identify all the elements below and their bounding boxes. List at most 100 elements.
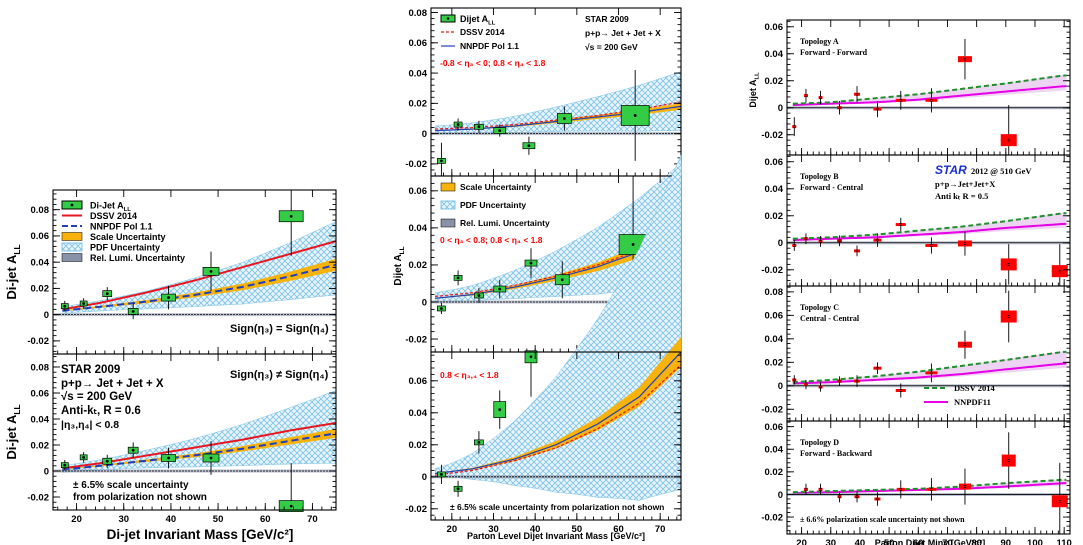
y-tick-label: 0 bbox=[778, 381, 783, 392]
y-tick-label: 0.08 bbox=[31, 205, 50, 216]
x-tick-label: 60 bbox=[913, 538, 924, 545]
data-point bbox=[278, 190, 304, 256]
data-point bbox=[60, 459, 69, 471]
x-tick-label: 30 bbox=[488, 524, 499, 535]
data-point bbox=[60, 300, 69, 312]
y-tick-label: 0.02 bbox=[409, 99, 428, 110]
data-point bbox=[957, 231, 972, 256]
data-point bbox=[957, 38, 972, 80]
data-point bbox=[818, 90, 823, 105]
y-tick-label: 0.04 bbox=[765, 334, 784, 345]
polarization-footer: from polarization not shown bbox=[73, 492, 207, 503]
data-marker bbox=[633, 114, 637, 117]
y-tick-label: 0.04 bbox=[31, 257, 50, 268]
data-marker bbox=[562, 117, 566, 120]
legend-swatch bbox=[440, 200, 456, 210]
x-tick-label: 20 bbox=[71, 514, 82, 525]
data-point bbox=[493, 124, 507, 137]
x-tick-label: 70 bbox=[655, 524, 666, 535]
data-point bbox=[1000, 290, 1017, 343]
x-tick-label: 40 bbox=[530, 524, 541, 535]
y-tick-label: 0.06 bbox=[765, 422, 784, 433]
legend-label: Rel. Lumi. Uncertainty bbox=[90, 253, 185, 263]
legend-label: PDF Uncertainty bbox=[460, 200, 526, 210]
data-marker bbox=[477, 294, 481, 297]
x-tick-label: 50 bbox=[213, 514, 224, 525]
data-point bbox=[127, 303, 139, 320]
data-marker bbox=[477, 441, 481, 444]
y-tick-label: -0.02 bbox=[761, 265, 783, 276]
data-point bbox=[1000, 244, 1017, 285]
data-marker bbox=[63, 304, 67, 308]
data-point bbox=[278, 463, 304, 512]
data-point bbox=[854, 375, 861, 387]
plot-panel: -0.02 0 0.02 0.04 0.06 20 30 40 50 60 70 bbox=[405, 155, 682, 535]
nnpdf-curve bbox=[792, 85, 1067, 107]
data-marker bbox=[289, 504, 293, 508]
y-tick-label: 0.02 bbox=[765, 211, 784, 222]
data-marker bbox=[560, 278, 564, 282]
legend-label: PDF Uncertainty bbox=[90, 243, 160, 253]
legend-swatch bbox=[61, 253, 83, 262]
legend-mid: Scale Uncertainty PDF Uncertainty Rel. Lum… bbox=[440, 182, 550, 228]
data-point bbox=[1001, 432, 1016, 489]
data-marker bbox=[529, 355, 533, 359]
star-info-text: √s = 200 GeV bbox=[585, 42, 638, 52]
y-tick-label: 0.08 bbox=[31, 362, 50, 373]
data-point bbox=[792, 375, 797, 385]
x-axis-label: Di-jet Invariant Mass [GeV/c²] bbox=[107, 527, 294, 542]
data-point bbox=[895, 217, 906, 232]
data-point bbox=[127, 442, 139, 458]
data-point bbox=[524, 350, 538, 397]
data-point bbox=[202, 251, 220, 292]
legend-label: DSSV 2014 bbox=[460, 27, 505, 37]
data-point bbox=[925, 363, 938, 383]
star-logo: STAR bbox=[935, 163, 967, 177]
legend-swatch bbox=[440, 182, 456, 192]
data-marker bbox=[167, 296, 170, 299]
data-point bbox=[437, 142, 446, 176]
x-tick-label: 20 bbox=[447, 524, 458, 535]
y-tick-label: 0.04 bbox=[409, 408, 428, 419]
data-point bbox=[854, 245, 861, 257]
data-point bbox=[895, 383, 906, 398]
x-tick-label: 100 bbox=[1027, 538, 1043, 545]
data-point bbox=[554, 261, 570, 299]
y-tick-label: 0.02 bbox=[31, 440, 50, 451]
dssv-curve bbox=[792, 74, 1067, 105]
legend-label: Scale Uncertainty bbox=[90, 232, 166, 242]
y-axis-label: Di-jet ALL bbox=[4, 244, 22, 299]
legend-label: DSSV 2014 bbox=[954, 383, 995, 393]
data-point bbox=[818, 382, 823, 392]
data-point bbox=[493, 279, 507, 299]
left-figure: -0.02 0 0.02 0.04 0.06 0.08 Di-jet ALL Sign(η₃)… bbox=[4, 189, 337, 542]
y-tick-label: 0.06 bbox=[409, 376, 428, 387]
y-tick-label: 0.04 bbox=[31, 414, 50, 425]
y-tick-label: 0 bbox=[422, 472, 427, 483]
data-marker bbox=[63, 463, 67, 467]
y-tick-label: 0 bbox=[422, 297, 427, 308]
data-point bbox=[803, 483, 808, 496]
y-tick-label: -0.02 bbox=[27, 492, 49, 503]
x-tick-label: 60 bbox=[613, 524, 624, 535]
data-marker bbox=[131, 448, 135, 452]
data-marker bbox=[131, 309, 135, 313]
star-info-text: √s = 200 GeV bbox=[61, 390, 133, 403]
y-tick-label: 0.02 bbox=[765, 76, 784, 87]
data-marker bbox=[498, 287, 502, 291]
y-axis-label: Dijet ALL bbox=[393, 246, 406, 285]
y-tick-label: 0.06 bbox=[765, 22, 784, 33]
x-tick-label: 30 bbox=[825, 538, 836, 545]
y-tick-label: 0.04 bbox=[409, 68, 428, 79]
data-marker bbox=[498, 408, 502, 411]
legend-marker bbox=[446, 17, 450, 20]
y-tick-label: 0 bbox=[778, 103, 783, 114]
data-point bbox=[524, 248, 538, 278]
y-tick-label: 0 bbox=[422, 129, 427, 140]
region-tag: Sign(η₃) = Sign(η₄) bbox=[230, 323, 329, 335]
y-tick-label: 0.04 bbox=[765, 184, 784, 195]
data-point bbox=[926, 478, 937, 501]
data-marker bbox=[440, 159, 443, 163]
star-info-text: p+p→Jet+Jet+X bbox=[935, 179, 996, 189]
